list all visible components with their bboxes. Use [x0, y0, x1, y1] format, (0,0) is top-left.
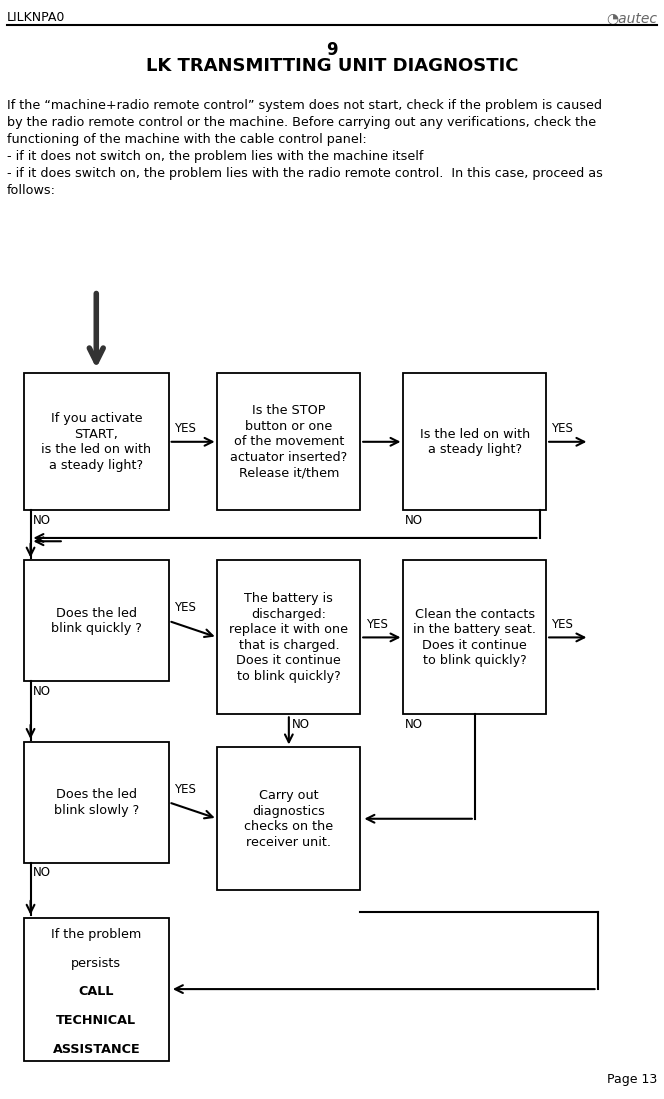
Text: YES: YES — [551, 618, 573, 631]
Text: Is the STOP
button or one
of the movement
actuator inserted?
Release it/them: Is the STOP button or one of the movemen… — [230, 404, 347, 479]
Text: The battery is
discharged:
replace it with one
that is charged.
Does it continue: The battery is discharged: replace it wi… — [229, 592, 349, 682]
Text: Is the led on with
a steady light?: Is the led on with a steady light? — [420, 428, 530, 456]
Text: YES: YES — [174, 422, 196, 435]
FancyBboxPatch shape — [24, 374, 169, 510]
FancyBboxPatch shape — [24, 560, 169, 681]
Text: NO: NO — [405, 718, 424, 731]
Text: ◔autec: ◔autec — [606, 11, 657, 25]
Text: YES: YES — [551, 422, 573, 435]
Text: CALL: CALL — [78, 986, 114, 999]
FancyBboxPatch shape — [403, 374, 546, 510]
Text: NO: NO — [33, 866, 50, 879]
Text: 9: 9 — [326, 41, 338, 58]
FancyBboxPatch shape — [403, 560, 546, 714]
Text: LK TRANSMITTING UNIT DIAGNOSTIC: LK TRANSMITTING UNIT DIAGNOSTIC — [146, 57, 518, 75]
Text: by the radio remote control or the machine. Before carrying out any verification: by the radio remote control or the machi… — [7, 115, 596, 129]
FancyBboxPatch shape — [218, 374, 360, 510]
Text: ASSISTANCE: ASSISTANCE — [52, 1043, 140, 1056]
Text: NO: NO — [292, 718, 310, 731]
FancyBboxPatch shape — [24, 918, 169, 1061]
Text: If the problem: If the problem — [51, 929, 141, 942]
Text: NO: NO — [33, 514, 50, 526]
FancyBboxPatch shape — [218, 560, 360, 714]
Text: LILKNPA0: LILKNPA0 — [7, 11, 65, 24]
FancyBboxPatch shape — [218, 747, 360, 890]
Text: persists: persists — [71, 957, 122, 970]
Text: Page 13: Page 13 — [607, 1073, 657, 1086]
Text: - if it does not switch on, the problem lies with the machine itself: - if it does not switch on, the problem … — [7, 149, 423, 163]
FancyBboxPatch shape — [24, 742, 169, 863]
Text: follows:: follows: — [7, 184, 56, 197]
Text: YES: YES — [174, 782, 196, 796]
Text: If the “machine+radio remote control” system does not start, check if the proble: If the “machine+radio remote control” sy… — [7, 99, 602, 112]
Text: NO: NO — [405, 514, 424, 526]
Text: YES: YES — [174, 601, 196, 614]
Text: - if it does switch on, the problem lies with the radio remote control.  In this: - if it does switch on, the problem lies… — [7, 167, 602, 180]
Text: Clean the contacts
in the battery seat.
Does it continue
to blink quickly?: Clean the contacts in the battery seat. … — [413, 608, 537, 667]
Text: YES: YES — [365, 618, 387, 631]
Text: If you activate
START,
is the led on with
a steady light?: If you activate START, is the led on wit… — [41, 412, 151, 471]
Text: NO: NO — [33, 685, 50, 698]
Text: functioning of the machine with the cable control panel:: functioning of the machine with the cabl… — [7, 133, 367, 146]
Text: Does the led
blink slowly ?: Does the led blink slowly ? — [54, 788, 139, 817]
Text: TECHNICAL: TECHNICAL — [56, 1014, 136, 1028]
Text: Carry out
diagnostics
checks on the
receiver unit.: Carry out diagnostics checks on the rece… — [244, 789, 333, 848]
Text: Does the led
blink quickly ?: Does the led blink quickly ? — [51, 607, 141, 635]
